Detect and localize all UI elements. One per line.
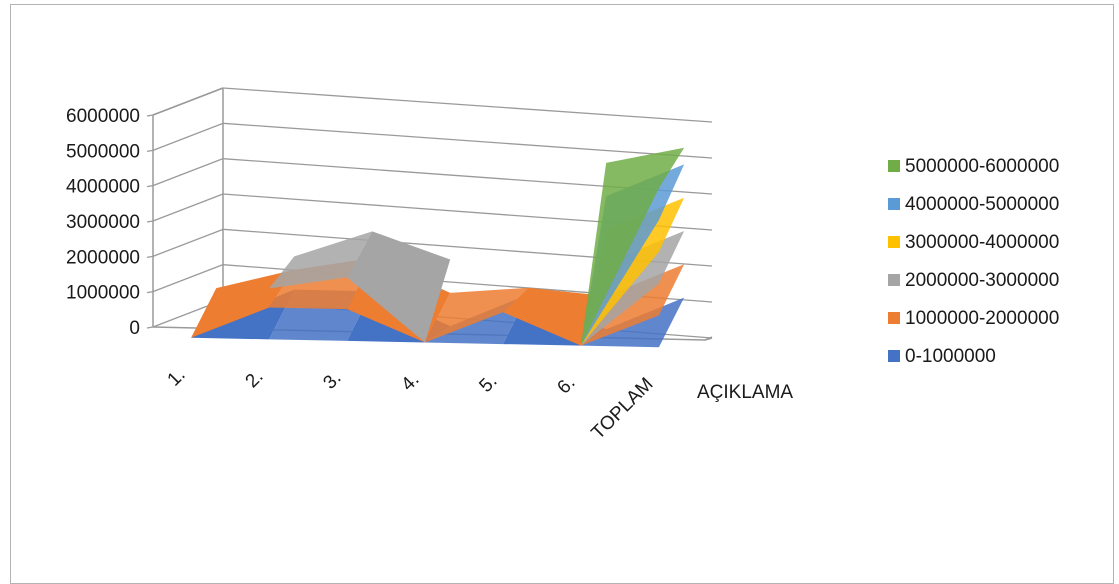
gridline-left bbox=[152, 122, 224, 151]
surface-facet bbox=[191, 269, 295, 338]
legend-swatch bbox=[888, 160, 900, 172]
gridline-left bbox=[152, 228, 224, 257]
y-axis-tick-labels: 0 1000000 2000000 3000000 4000000 5000000 6000… bbox=[66, 106, 140, 339]
y-tick-label: 4000000 bbox=[66, 177, 140, 198]
y-tick-label: 3000000 bbox=[66, 212, 140, 233]
legend-swatch bbox=[888, 236, 900, 248]
y-tick-label: 1000000 bbox=[66, 283, 140, 304]
legend-label: 5000000-6000000 bbox=[905, 156, 1059, 177]
surface-facet bbox=[347, 231, 451, 343]
gridline-back bbox=[222, 122, 713, 159]
legend-label: 4000000-5000000 bbox=[905, 194, 1059, 215]
surface-facet bbox=[580, 264, 685, 346]
surface-facet bbox=[580, 230, 685, 346]
y-tick-mark bbox=[146, 220, 154, 223]
legend-label: 2000000-3000000 bbox=[905, 270, 1059, 291]
gridline-back bbox=[222, 87, 713, 123]
x-category-label: 1. bbox=[164, 364, 190, 390]
x-category-label: 5. bbox=[475, 371, 501, 397]
surface-plot bbox=[191, 147, 685, 348]
y-tick-mark bbox=[146, 149, 154, 152]
surface-facet bbox=[580, 147, 685, 346]
legend-label: 3000000-4000000 bbox=[905, 232, 1059, 253]
y-tick-mark bbox=[146, 255, 154, 258]
x-category-label: 4. bbox=[397, 369, 423, 395]
gridline-left bbox=[152, 158, 224, 187]
x-category-label: 2. bbox=[242, 366, 268, 392]
series-tick-mark bbox=[704, 336, 713, 341]
y-tick-label: 6000000 bbox=[66, 106, 140, 127]
y-tick-mark bbox=[146, 326, 154, 329]
gridline-left bbox=[152, 193, 224, 222]
legend-label: 0-1000000 bbox=[905, 346, 996, 367]
gridline-left bbox=[152, 87, 224, 116]
legend-swatch bbox=[888, 350, 900, 362]
surface-facet bbox=[269, 231, 373, 289]
surface-facet bbox=[425, 287, 529, 343]
y-tick-mark bbox=[146, 185, 154, 188]
gridline-left bbox=[152, 264, 224, 293]
x-category-label: TOPLAM bbox=[588, 374, 658, 444]
legend-label: 1000000-2000000 bbox=[905, 308, 1059, 329]
legend-swatch bbox=[888, 274, 900, 286]
y-tick-label: 5000000 bbox=[66, 141, 140, 162]
y-tick-label: 0 bbox=[129, 318, 140, 339]
x-category-label: 6. bbox=[553, 372, 579, 398]
y-tick-mark bbox=[146, 114, 154, 117]
legend-swatch bbox=[888, 312, 900, 324]
surface-facet bbox=[502, 287, 607, 346]
legend-swatch bbox=[888, 198, 900, 210]
series-axis-labels: AÇIKLAMA bbox=[697, 336, 793, 403]
y-tick-mark bbox=[146, 291, 154, 294]
x-category-label: 3. bbox=[319, 368, 345, 394]
x-axis-category-labels: 1. 2. 3. 4. 5. 6. TOPLAM bbox=[164, 364, 658, 443]
series-axis-label: AÇIKLAMA bbox=[697, 382, 793, 403]
y-tick-label: 2000000 bbox=[66, 247, 140, 268]
legend: 5000000-6000000 4000000-5000000 3000000-40… bbox=[888, 156, 1059, 367]
